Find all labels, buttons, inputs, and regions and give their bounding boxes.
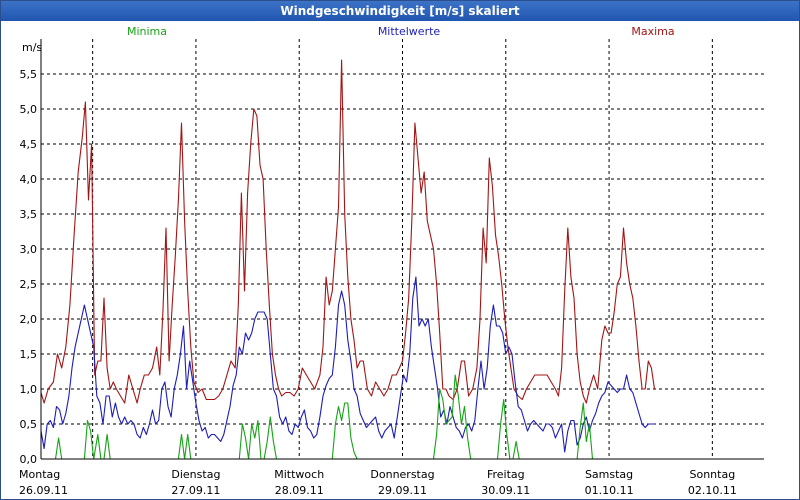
chart-legend: Minima Mittelwerte Maxima (127, 25, 675, 38)
chart-grid (41, 39, 764, 460)
y-tick-label: 1,0 (20, 383, 38, 396)
x-tick-date-label: 26.09.11 (19, 484, 68, 497)
x-tick-date-label: 02.10.11 (688, 484, 737, 497)
x-tick-day-label: Freitag (487, 468, 525, 481)
y-tick-label: 3,0 (20, 243, 38, 256)
x-tick-day-label: Mittwoch (274, 468, 324, 481)
y-tick-label: 2,0 (20, 313, 38, 326)
y-tick-label: 1,5 (20, 348, 38, 361)
y-tick-label: 4,0 (20, 173, 38, 186)
y-axis-label: m/s (22, 41, 42, 54)
x-tick-day-label: Samstag (585, 468, 633, 481)
y-tick-label: 0,5 (20, 418, 38, 431)
series-line-minima (41, 374, 655, 460)
y-tick-label: 0,0 (20, 453, 38, 466)
legend-label: Minima (127, 25, 167, 38)
window-title: Windgeschwindigkeit [m/s] skaliert (1, 1, 799, 21)
x-tick-date-label: 29.09.11 (378, 484, 427, 497)
x-tick-day-label: Sonntag (690, 468, 736, 481)
y-tick-label: 5,5 (20, 68, 38, 81)
legend-label: Mittelwerte (378, 25, 441, 38)
chart-axes: 0,0 0,5 1,0 1,5 2,0 2,5 3,0 3,5 4,0 4,5 5,0 5,5 Mont… (19, 39, 764, 497)
series-line-maxima (40, 59, 656, 404)
x-tick-day-label: Dienstag (171, 468, 220, 481)
x-tick-date-label: 01.10.11 (585, 484, 634, 497)
series-line-mittelwerte (40, 276, 655, 453)
chart-canvas: 0,0 0,5 1,0 1,5 2,0 2,5 3,0 3,5 4,0 4,5 5,0 5,5 Mont… (19, 25, 764, 497)
x-tick-date-label: 28.09.11 (275, 484, 324, 497)
x-tick-date-label: 27.09.11 (171, 484, 220, 497)
legend-label: Maxima (631, 25, 674, 38)
y-tick-label: 2,5 (20, 278, 38, 291)
x-tick-day-label: Donnerstag (370, 468, 434, 481)
chart-series (40, 59, 656, 460)
x-tick-day-label: Montag (19, 468, 60, 481)
x-tick-date-label: 30.09.11 (481, 484, 530, 497)
y-tick-label: 3,5 (20, 208, 38, 221)
y-tick-label: 4,5 (20, 138, 38, 151)
y-tick-label: 5,0 (20, 103, 38, 116)
